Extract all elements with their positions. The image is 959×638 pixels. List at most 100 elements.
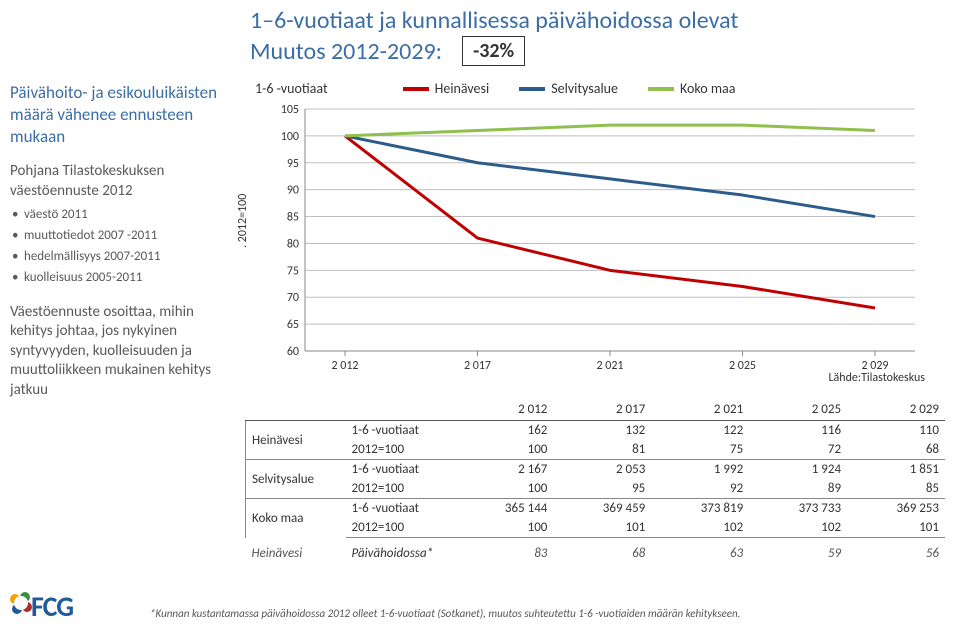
- fcg-logo: FCG: [14, 589, 73, 624]
- table-row: Selvitysalue1-6 -vuotiaat2 1672 0531 992…: [246, 460, 946, 480]
- svg-text:105: 105: [281, 103, 299, 117]
- table-header: 2 0122 0172 0212 0252 029: [246, 400, 946, 421]
- table-row: 2012=10010095928985: [246, 479, 946, 499]
- svg-text:80: 80: [287, 237, 299, 251]
- table-group-label: Heinävesi: [246, 421, 346, 460]
- data-table: 2 0122 0172 0212 0252 029Heinävesi1-6 -v…: [245, 400, 945, 563]
- table-cell: 1 851: [847, 460, 945, 480]
- svg-text:2 012: 2 012: [331, 359, 358, 373]
- table-row: Heinävesi1-6 -vuotiaat162132122116110: [246, 421, 946, 441]
- table-cell: 2 167: [456, 460, 554, 480]
- table-row: 2012=100100101102102101: [246, 518, 946, 538]
- footnote: *Kunnan kustantamassa päivähoidossa 2012…: [150, 607, 740, 620]
- table-cell: 102: [651, 518, 749, 538]
- side-bullet: väestö 2011: [10, 205, 235, 226]
- table-row-paivi: HeinävesiPäivähoidossa*8368635956: [246, 538, 946, 564]
- svg-text:95: 95: [287, 157, 299, 171]
- y-axis-label: . 2012=100: [236, 194, 250, 248]
- table-cell: 100: [456, 518, 554, 538]
- line-chart-svg: 60 65 70 75 80 85 90 95 100 105 2 012 2 017 2 021 2 0…: [245, 101, 935, 381]
- chart-legend: Heinävesi Selvitysalue Koko maa: [403, 80, 736, 97]
- legend-item: Selvitysalue: [519, 80, 618, 97]
- table-cell: 373 733: [749, 499, 847, 519]
- legend-label: Koko maa: [680, 80, 735, 97]
- chart-source: Lähde:Tilastokeskus: [828, 371, 925, 385]
- table-cell: 1 992: [651, 460, 749, 480]
- table-cell: 85: [847, 479, 945, 499]
- table-cell: 81: [553, 440, 651, 460]
- table-metric-label: 2012=100: [346, 518, 456, 538]
- side-subheading-1: Pohjana Tilastokeskuksen väestöennuste 2…: [10, 162, 235, 201]
- svg-text:90: 90: [287, 184, 299, 198]
- legend-swatch: [403, 87, 429, 91]
- table-cell: 369 253: [847, 499, 945, 519]
- table-metric-label: 1-6 -vuotiaat: [346, 460, 456, 480]
- svg-text:60: 60: [287, 345, 299, 359]
- table-cell: 2 053: [553, 460, 651, 480]
- table-cell: 132: [553, 421, 651, 441]
- table-cell: 68: [553, 538, 651, 564]
- side-heading: Päivähoito- ja esikouluikäisten määrä vä…: [10, 82, 235, 148]
- svg-text:65: 65: [287, 318, 299, 332]
- table-cell: 373 819: [651, 499, 749, 519]
- table-cell: 110: [847, 421, 945, 441]
- legend-swatch: [648, 87, 674, 91]
- svg-text:85: 85: [287, 211, 299, 225]
- svg-text:100: 100: [281, 130, 299, 144]
- table-cell: 101: [847, 518, 945, 538]
- table-row: 2012=10010081757268: [246, 440, 946, 460]
- side-bullet: kuolleisuus 2005-2011: [10, 268, 235, 289]
- table-cell: 92: [651, 479, 749, 499]
- svg-text:2 025: 2 025: [729, 359, 756, 373]
- chart-canvas: . 2012=100 60657075808590951001052 0122 …: [245, 101, 935, 381]
- table-cell: 369 459: [553, 499, 651, 519]
- table-metric-label: 1-6 -vuotiaat: [346, 421, 456, 441]
- table-cell: 102: [749, 518, 847, 538]
- table-cell: 100: [456, 479, 554, 499]
- subtitle-label: Muutos 2012-2029:: [250, 37, 442, 66]
- table-cell: 122: [651, 421, 749, 441]
- chart-series-title: 1-6 -vuotiaat: [255, 80, 328, 97]
- table-cell: 83: [456, 538, 554, 564]
- side-panel: Päivähoito- ja esikouluikäisten määrä vä…: [10, 82, 235, 400]
- main-title: 1–6-vuotiaat ja kunnallisessa päivähoido…: [250, 6, 738, 35]
- table-cell: 116: [749, 421, 847, 441]
- table-row: Koko maa1-6 -vuotiaat365 144369 459373 8…: [246, 499, 946, 519]
- chart-header: 1-6 -vuotiaat Heinävesi Selvitysalue Kok…: [245, 80, 945, 97]
- table-cell: 95: [553, 479, 651, 499]
- table-cell: 1 924: [749, 460, 847, 480]
- table-group-label: Selvitysalue: [246, 460, 346, 499]
- side-bullet: muuttotiedot 2007 -2011: [10, 226, 235, 247]
- table-group-label: Heinävesi: [246, 538, 346, 564]
- table-cell: 162: [456, 421, 554, 441]
- legend-item: Koko maa: [648, 80, 735, 97]
- table-group-label: Koko maa: [246, 499, 346, 538]
- side-bullet: hedelmällisyys 2007-2011: [10, 247, 235, 268]
- table-metric-label: Päivähoidossa*: [346, 538, 456, 564]
- svg-text:75: 75: [287, 264, 299, 278]
- svg-text:2 021: 2 021: [596, 359, 623, 373]
- table-cell: 75: [651, 440, 749, 460]
- table-cell: 101: [553, 518, 651, 538]
- legend-item: Heinävesi: [403, 80, 490, 97]
- table-metric-label: 1-6 -vuotiaat: [346, 499, 456, 519]
- table-cell: 72: [749, 440, 847, 460]
- table-metric-label: 2012=100: [346, 479, 456, 499]
- svg-text:2 017: 2 017: [464, 359, 491, 373]
- table-cell: 56: [847, 538, 945, 564]
- table-cell: 63: [651, 538, 749, 564]
- legend-swatch: [519, 87, 545, 91]
- table-cell: 89: [749, 479, 847, 499]
- side-paragraph: Väestöennuste osoittaa, mihin kehitys jo…: [10, 303, 235, 401]
- chart-block: 1-6 -vuotiaat Heinävesi Selvitysalue Kok…: [245, 80, 945, 381]
- legend-label: Selvitysalue: [551, 80, 618, 97]
- table-cell: 100: [456, 440, 554, 460]
- table-metric-label: 2012=100: [346, 440, 456, 460]
- table-cell: 68: [847, 440, 945, 460]
- table-cell: 59: [749, 538, 847, 564]
- svg-text:70: 70: [287, 291, 299, 305]
- subtitle-row: Muutos 2012-2029: -32%: [250, 36, 525, 66]
- legend-label: Heinävesi: [435, 80, 490, 97]
- table-cell: 365 144: [456, 499, 554, 519]
- side-bullet-list: väestö 2011 muuttotiedot 2007 -2011 hede…: [10, 205, 235, 289]
